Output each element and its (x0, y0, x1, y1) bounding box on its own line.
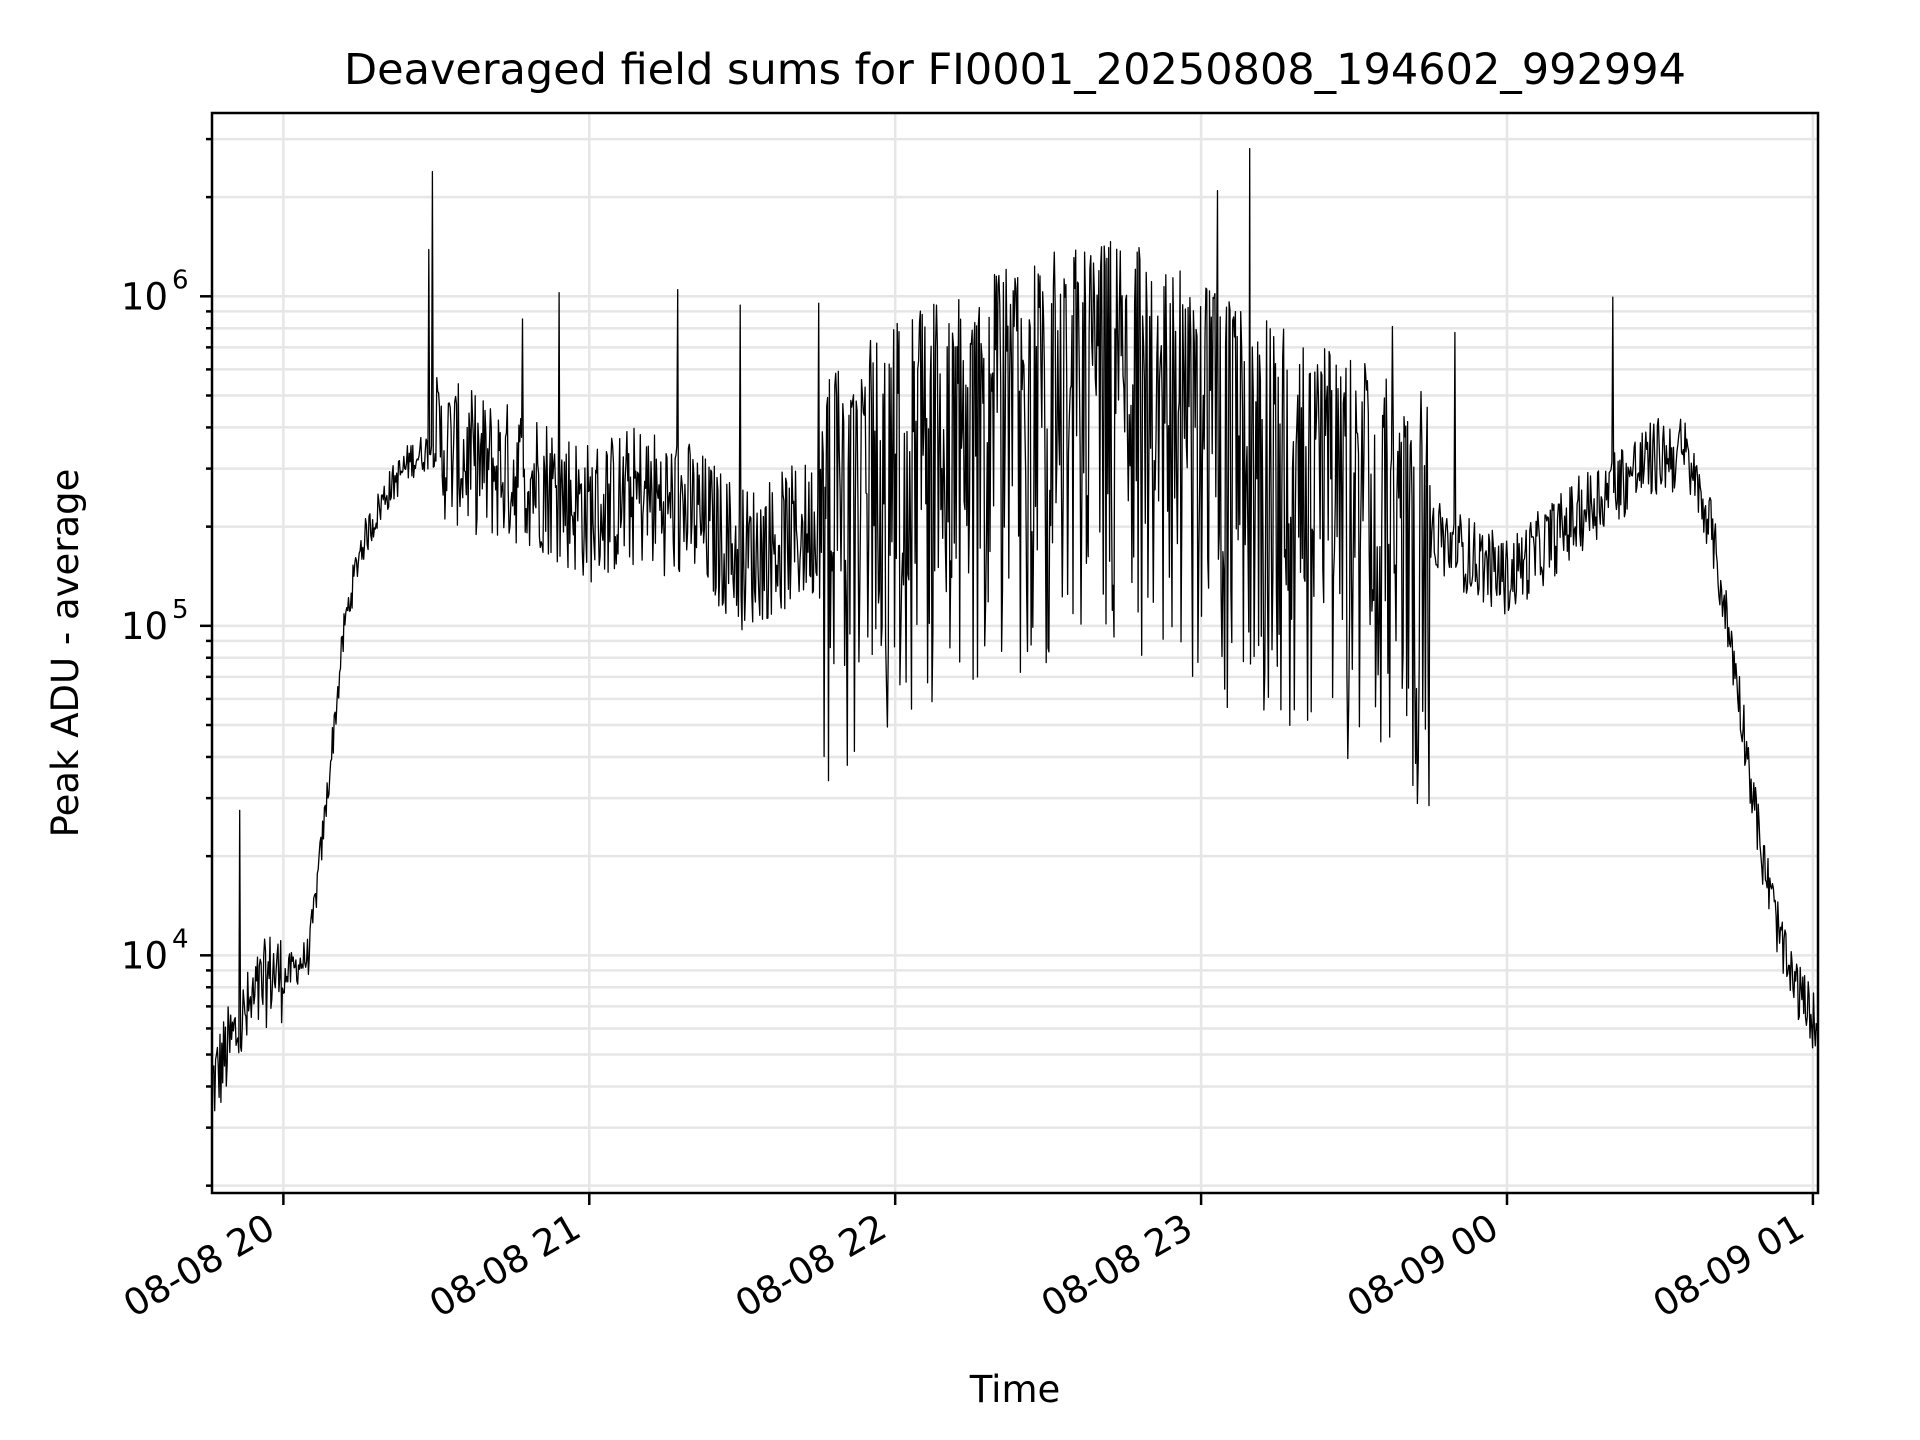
series-layer (212, 147, 1819, 1112)
y-tick-label: 10 5 (121, 595, 189, 648)
y-tick-exponent: 6 (172, 265, 189, 295)
x-axis-label: Time (969, 1368, 1061, 1411)
y-tick-label: 10 6 (121, 265, 189, 318)
y-tick-base: 10 (121, 605, 168, 648)
y-tick-label: 10 4 (121, 924, 189, 977)
series-line (212, 147, 1819, 1112)
y-tick-exponent: 5 (172, 595, 189, 625)
y-axis-label: Peak ADU - average (44, 469, 87, 838)
y-tick-base: 10 (121, 934, 168, 977)
plot-frame (210, 111, 1820, 1195)
chart-title: Deaveraged field sums for FI0001_2025080… (344, 45, 1686, 95)
y-tick-exponent: 4 (172, 924, 189, 954)
grid (212, 113, 1818, 1193)
y-tick-base: 10 (121, 275, 168, 318)
